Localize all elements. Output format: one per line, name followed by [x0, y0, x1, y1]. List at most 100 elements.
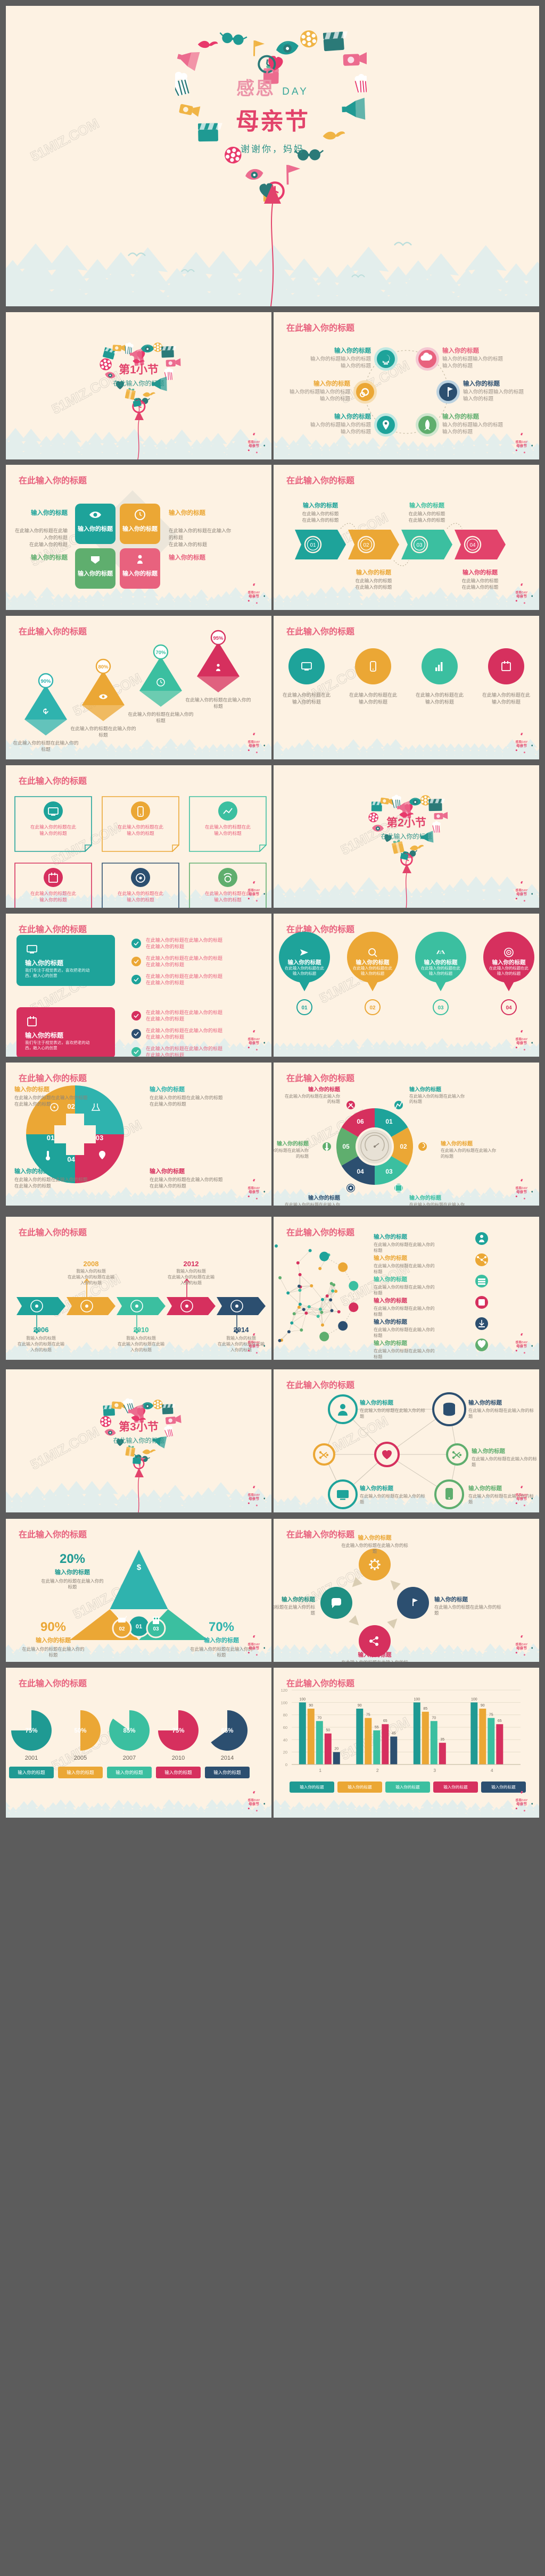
svg-text:感恩DAY: 感恩DAY — [516, 1642, 528, 1646]
svg-text:感恩DAY: 感恩DAY — [516, 740, 528, 744]
svg-text:03: 03 — [385, 1168, 393, 1175]
svg-text:感恩DAY: 感恩DAY — [248, 1037, 260, 1041]
svg-text:$: $ — [137, 1563, 142, 1572]
svg-text:65%: 65% — [221, 1728, 233, 1734]
svg-text:04: 04 — [469, 542, 476, 548]
svg-text:02: 02 — [400, 1143, 407, 1150]
svg-text:90: 90 — [481, 1704, 485, 1708]
svg-text:感恩DAY: 感恩DAY — [248, 1798, 260, 1802]
svg-text:3: 3 — [433, 1768, 436, 1773]
svg-text:100: 100 — [471, 1697, 477, 1701]
svg-text:母亲节: 母亲节 — [249, 1802, 259, 1806]
svg-text:100: 100 — [414, 1697, 420, 1701]
svg-text:母亲节: 母亲节 — [249, 743, 259, 748]
svg-text:02: 02 — [369, 1005, 376, 1011]
svg-text:母亲节: 母亲节 — [516, 1190, 527, 1194]
svg-text:20: 20 — [283, 1750, 287, 1755]
svg-text:01: 01 — [385, 1118, 393, 1125]
svg-text:感恩DAY: 感恩DAY — [516, 440, 528, 444]
svg-text:100: 100 — [299, 1697, 305, 1701]
svg-text:感恩DAY: 感恩DAY — [248, 888, 260, 892]
svg-text:03: 03 — [416, 542, 423, 548]
svg-text:01: 01 — [310, 542, 316, 548]
svg-text:60: 60 — [283, 1725, 287, 1730]
svg-text:75: 75 — [366, 1713, 370, 1717]
svg-text:感恩DAY: 感恩DAY — [248, 590, 260, 595]
svg-text:母亲节: 母亲节 — [516, 594, 527, 599]
svg-text:03: 03 — [153, 1626, 159, 1632]
svg-text:母亲节: 母亲节 — [249, 444, 259, 448]
svg-text:02: 02 — [363, 542, 369, 548]
svg-text:85%: 85% — [123, 1728, 135, 1734]
svg-text:90%: 90% — [40, 679, 51, 684]
svg-text:75%: 75% — [172, 1728, 184, 1734]
svg-text:感恩DAY: 感恩DAY — [516, 1493, 528, 1497]
svg-text:感恩DAY: 感恩DAY — [248, 1186, 260, 1190]
svg-text:90: 90 — [309, 1704, 313, 1708]
svg-text:90: 90 — [358, 1704, 362, 1708]
svg-text:感恩DAY: 感恩DAY — [248, 1340, 260, 1344]
svg-text:母亲节: 母亲节 — [516, 1041, 527, 1046]
svg-text:35: 35 — [440, 1738, 444, 1742]
svg-text:感恩DAY: 感恩DAY — [516, 888, 528, 892]
svg-text:母亲节: 母亲节 — [249, 1041, 259, 1046]
svg-text:05: 05 — [342, 1143, 350, 1150]
svg-text:65: 65 — [383, 1719, 387, 1723]
svg-text:感恩DAY: 感恩DAY — [516, 590, 528, 595]
svg-text:45: 45 — [392, 1732, 396, 1736]
svg-text:0: 0 — [285, 1762, 287, 1767]
svg-text:感恩DAY: 感恩DAY — [248, 1493, 260, 1497]
svg-text:母亲节: 母亲节 — [249, 594, 259, 599]
svg-text:母亲节: 母亲节 — [249, 1646, 259, 1651]
svg-text:1: 1 — [319, 1768, 321, 1773]
svg-text:母亲节: 母亲节 — [249, 1496, 259, 1501]
svg-text:70: 70 — [432, 1716, 436, 1720]
svg-text:70: 70 — [317, 1716, 321, 1720]
svg-text:95%: 95% — [213, 635, 224, 641]
svg-text:20: 20 — [334, 1747, 338, 1751]
svg-text:04: 04 — [357, 1168, 364, 1175]
svg-text:04: 04 — [506, 1005, 512, 1011]
svg-text:120: 120 — [281, 1688, 287, 1693]
svg-text:01: 01 — [301, 1005, 308, 1011]
svg-text:01: 01 — [136, 1624, 142, 1630]
svg-text:85: 85 — [423, 1707, 427, 1711]
svg-text:母亲节: 母亲节 — [516, 444, 527, 448]
svg-text:40: 40 — [283, 1737, 287, 1742]
svg-text:70%: 70% — [155, 650, 166, 656]
svg-text:01: 01 — [47, 1134, 54, 1142]
svg-text:感恩DAY: 感恩DAY — [516, 1798, 528, 1802]
svg-text:感恩DAY: 感恩DAY — [248, 1642, 260, 1646]
svg-text:母亲节: 母亲节 — [516, 1496, 527, 1501]
svg-text:03: 03 — [437, 1005, 444, 1011]
svg-text:母亲节: 母亲节 — [516, 892, 527, 897]
svg-text:感恩DAY: 感恩DAY — [516, 1340, 528, 1344]
svg-text:2: 2 — [376, 1768, 379, 1773]
svg-text:65: 65 — [498, 1719, 502, 1723]
svg-text:母亲节: 母亲节 — [516, 743, 527, 748]
svg-text:75%: 75% — [25, 1728, 37, 1734]
svg-text:02: 02 — [119, 1626, 125, 1632]
svg-text:75: 75 — [489, 1713, 493, 1717]
svg-text:母亲节: 母亲节 — [249, 1190, 259, 1194]
svg-text:4: 4 — [491, 1768, 493, 1773]
svg-text:55: 55 — [375, 1726, 379, 1729]
svg-text:感恩DAY: 感恩DAY — [516, 1037, 528, 1041]
svg-text:母亲节: 母亲节 — [516, 1646, 527, 1651]
svg-text:06: 06 — [357, 1118, 364, 1125]
svg-text:母亲节: 母亲节 — [249, 892, 259, 897]
svg-text:100: 100 — [281, 1700, 287, 1705]
svg-text:母亲节: 母亲节 — [516, 1344, 527, 1349]
svg-text:50: 50 — [326, 1729, 330, 1733]
svg-text:母亲节: 母亲节 — [249, 1344, 259, 1349]
svg-text:</>: </> — [437, 950, 444, 955]
svg-text:03: 03 — [96, 1134, 103, 1142]
svg-text:04: 04 — [67, 1156, 75, 1164]
svg-text:感恩DAY: 感恩DAY — [248, 440, 260, 444]
svg-text:感恩DAY: 感恩DAY — [248, 740, 260, 744]
svg-text:80%: 80% — [98, 664, 109, 670]
svg-text:母亲节: 母亲节 — [516, 1802, 527, 1806]
svg-text:感恩DAY: 感恩DAY — [516, 1186, 528, 1190]
svg-text:80: 80 — [283, 1713, 287, 1718]
svg-text:50%: 50% — [74, 1728, 86, 1734]
